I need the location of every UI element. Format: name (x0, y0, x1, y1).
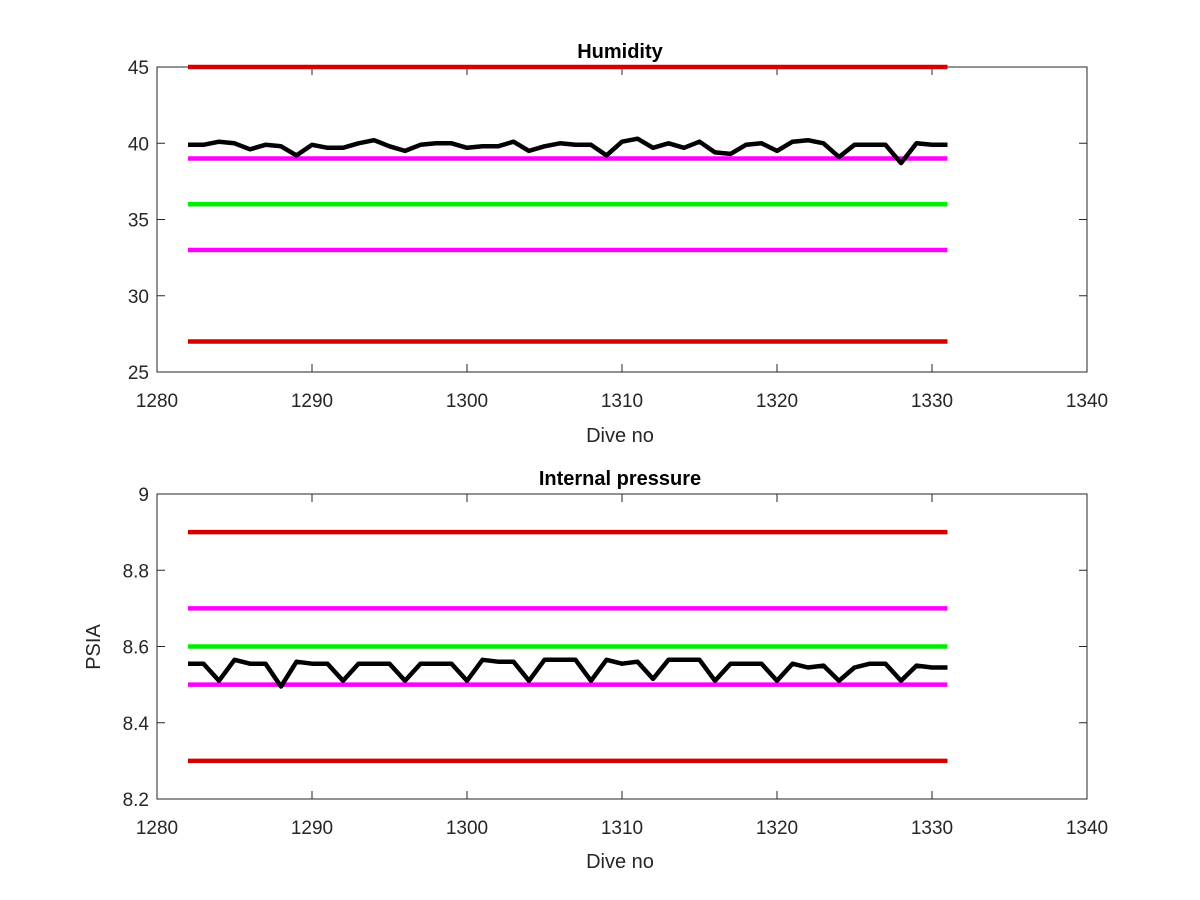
y-tick-label: 35 (128, 211, 149, 232)
x-axis-label: Dive no (586, 425, 654, 447)
y-tick-label: 9 (138, 485, 149, 506)
y-tick-label: 8.2 (123, 790, 149, 811)
plot-area (156, 66, 1088, 373)
chart-title: Internal pressure (539, 468, 701, 490)
x-tick-label: 1320 (756, 818, 798, 839)
x-tick-label: 1330 (911, 391, 953, 412)
x-axis-label: Dive no (586, 851, 654, 873)
x-tick-label: 1310 (601, 818, 643, 839)
x-tick-label: 1320 (756, 391, 798, 412)
x-tick-label: 1310 (601, 391, 643, 412)
humidity-panel: 1280 1290 1300 1310 1320 1330 1340 25 30 35 40 45 Hu… (128, 41, 1108, 447)
x-tick-label: 1340 (1066, 391, 1108, 412)
chart-title: Humidity (577, 41, 663, 63)
x-tick-label: 1340 (1066, 818, 1108, 839)
y-tick-label: 8.4 (123, 714, 150, 735)
y-axis-label: PSIA (83, 624, 105, 670)
x-tick-label: 1300 (446, 818, 488, 839)
y-tick-label: 8.8 (123, 561, 149, 582)
y-tick-label: 25 (128, 363, 149, 384)
data-series-line (188, 136, 948, 166)
x-tick-label: 1280 (136, 818, 178, 839)
y-tick-label: 40 (128, 134, 149, 155)
data-series-line (188, 657, 948, 689)
x-tick-label: 1330 (911, 818, 953, 839)
x-tick-label: 1300 (446, 391, 488, 412)
y-tick-label: 45 (128, 58, 149, 79)
y-tick-label: 30 (128, 287, 149, 308)
x-tick-label: 1280 (136, 391, 178, 412)
y-tick-label: 8.6 (123, 638, 149, 659)
internal-pressure-panel: 1280 1290 1300 1310 1320 1330 1340 8.2 8.4 8.6 8.8… (83, 468, 1108, 873)
x-tick-label: 1290 (291, 391, 333, 412)
x-tick-label: 1290 (291, 818, 333, 839)
